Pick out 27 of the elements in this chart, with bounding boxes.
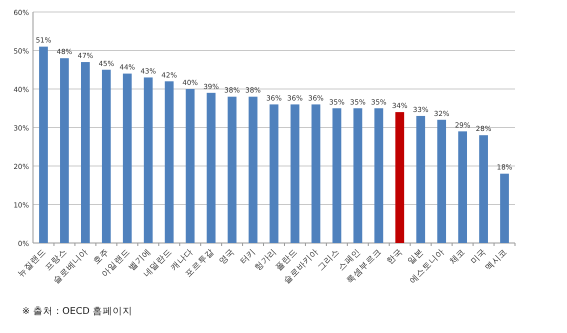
bar xyxy=(437,120,446,243)
bar xyxy=(144,77,153,243)
bar xyxy=(186,89,195,243)
bar xyxy=(206,92,216,243)
bar xyxy=(102,70,111,243)
bar xyxy=(416,116,426,243)
bar xyxy=(353,108,362,243)
x-tick-label: 체코 xyxy=(448,247,468,267)
x-tick-label: 영국 xyxy=(217,247,238,267)
bar xyxy=(312,104,320,243)
bar xyxy=(290,104,300,243)
bar xyxy=(395,112,404,243)
bar xyxy=(228,96,236,243)
x-tick-label: 한국 xyxy=(385,247,405,267)
bar xyxy=(80,62,90,243)
bar xyxy=(248,96,258,243)
bar xyxy=(60,58,69,243)
bar xyxy=(479,135,488,243)
text: ※ 출처 : OECD 홈페이지 xyxy=(22,306,133,317)
bar xyxy=(122,74,132,243)
bar xyxy=(164,81,174,243)
bar xyxy=(374,108,384,243)
bar xyxy=(332,108,342,243)
bar xyxy=(458,131,468,243)
bar xyxy=(500,174,509,243)
bar xyxy=(270,104,278,243)
bar xyxy=(39,46,48,243)
